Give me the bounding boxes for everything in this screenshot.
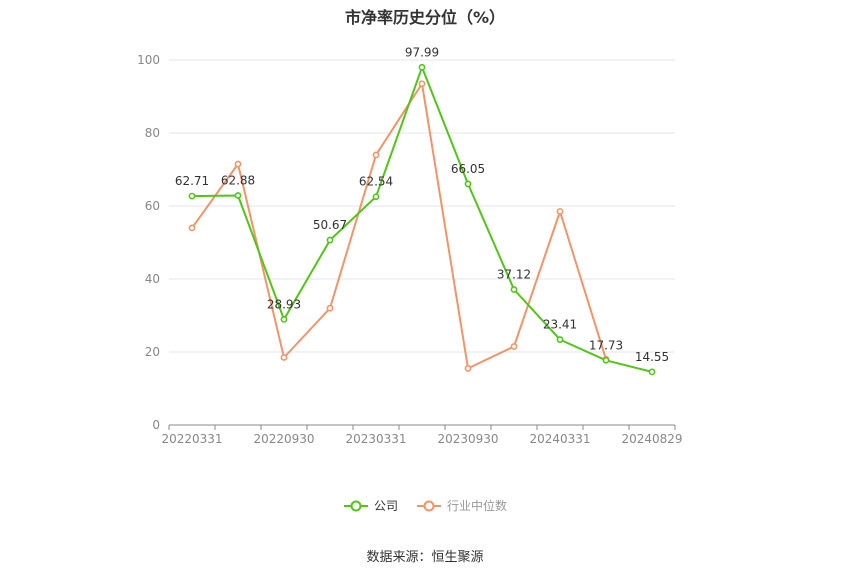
y-tick-label: 80 xyxy=(145,126,160,140)
y-tick-label: 60 xyxy=(145,199,160,213)
series-lines xyxy=(188,63,656,376)
data-point-industry-median xyxy=(234,160,242,168)
y-tick-label: 0 xyxy=(152,418,160,432)
data-point-industry-median xyxy=(418,80,426,88)
y-tick-label: 20 xyxy=(145,345,160,359)
data-point-company xyxy=(326,236,334,244)
legend-marker-company xyxy=(343,500,368,511)
data-point-company xyxy=(464,180,472,188)
data-label: 62.54 xyxy=(359,175,393,189)
line-chart: 0 20 40 60 80 100 20220331 20220930 20230331 2023… xyxy=(137,45,682,446)
legend-item-company[interactable]: 公司 xyxy=(343,497,398,514)
data-point-company xyxy=(188,192,196,200)
data-label: 28.93 xyxy=(267,297,301,311)
data-label: 62.71 xyxy=(175,174,209,188)
axes: 0 20 40 60 80 100 20220331 20220930 20230331 2023… xyxy=(137,53,682,446)
x-tick-label: 20230331 xyxy=(345,432,406,446)
legend-marker-industry-median xyxy=(417,500,441,511)
y-tick-label: 40 xyxy=(145,272,160,286)
data-point-industry-median xyxy=(280,354,288,361)
data-point-company xyxy=(556,336,564,343)
chart-title: 市净率历史分位（%） xyxy=(344,8,506,27)
data-labels: 62.71 62.88 28.93 50.67 62.54 97.99 66.05 37.12… xyxy=(175,45,669,364)
x-tick-label: 20220930 xyxy=(253,432,314,446)
x-tick-label: 20230930 xyxy=(437,432,498,446)
data-point-company xyxy=(510,286,518,293)
grid-lines xyxy=(169,59,675,353)
data-label: 62.88 xyxy=(221,173,255,187)
data-point-company xyxy=(280,316,288,323)
legend-label-company: 公司 xyxy=(373,499,398,513)
data-point-company xyxy=(602,356,610,364)
data-point-industry-median xyxy=(464,365,472,372)
data-point-industry-median xyxy=(556,208,564,215)
source-note: 数据来源：恒生聚源 xyxy=(366,550,484,565)
data-point-industry-median xyxy=(372,151,380,159)
data-label: 14.55 xyxy=(635,350,669,364)
y-tick-label: 100 xyxy=(137,53,160,67)
data-label: 50.67 xyxy=(313,218,347,232)
data-point-company xyxy=(418,63,426,71)
data-point-industry-median xyxy=(510,343,518,350)
x-tick-label: 20240331 xyxy=(529,432,590,446)
data-point-company xyxy=(234,192,242,199)
data-label: 66.05 xyxy=(451,162,485,176)
data-label: 23.41 xyxy=(543,318,577,332)
data-point-company xyxy=(372,193,380,201)
x-tick-label: 20240829 xyxy=(621,432,682,446)
data-point-industry-median xyxy=(188,224,196,232)
legend-label-industry-median: 行业中位数 xyxy=(447,499,508,513)
data-point-industry-median xyxy=(326,304,334,312)
legend: 公司 行业中位数 xyxy=(0,497,850,514)
legend-item-industry-median[interactable]: 行业中位数 xyxy=(416,497,507,514)
series-line-industry-median xyxy=(191,82,607,370)
data-point-company xyxy=(648,368,656,376)
series-line-company xyxy=(191,66,653,373)
data-label: 97.99 xyxy=(405,45,439,59)
data-label: 37.12 xyxy=(497,268,531,282)
x-tick-label: 20220331 xyxy=(161,432,222,446)
data-label: 17.73 xyxy=(589,338,623,352)
